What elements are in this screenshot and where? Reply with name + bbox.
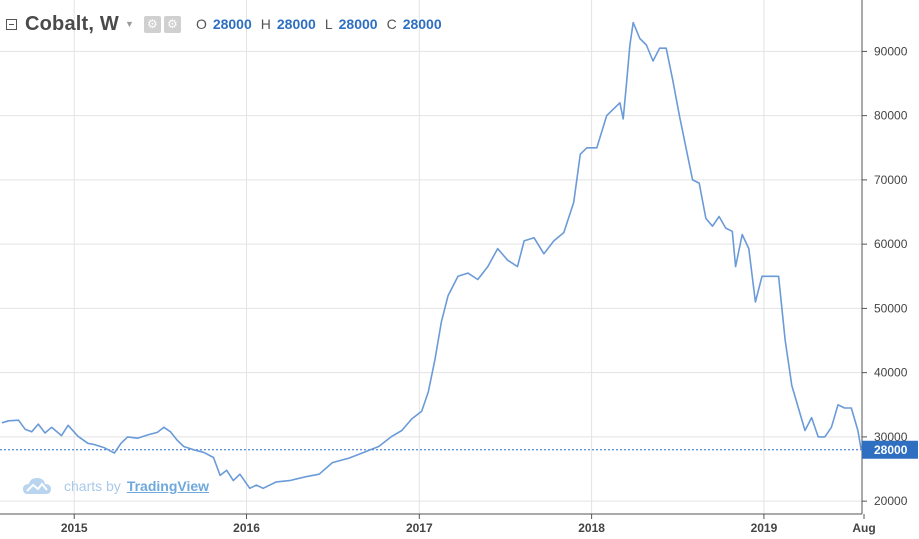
close-key: C <box>386 16 397 32</box>
ohlc-values: O 28000 H 28000 L 28000 C 28000 <box>196 16 445 32</box>
price-axis[interactable]: 20000 30000 40000 50000 60000 70000 80000 90000 <box>862 44 908 508</box>
x-tick-label: Aug <box>852 521 875 535</box>
x-tick-label: 2018 <box>578 521 605 535</box>
y-tick-label: 20000 <box>874 494 908 508</box>
y-tick-label: 90000 <box>874 44 908 58</box>
time-axis[interactable]: 2015 2016 2017 2018 2019 Aug <box>61 514 876 535</box>
last-price-box <box>862 440 918 459</box>
chevron-down-icon[interactable]: ▼ <box>125 19 134 29</box>
x-tick-label: 2016 <box>233 521 260 535</box>
close-value: 28000 <box>402 16 442 32</box>
tradingview-link[interactable]: TradingView <box>126 478 210 494</box>
branding-prefix: charts by <box>64 478 121 494</box>
last-price-tag: 28000 <box>862 440 918 459</box>
open-value: 28000 <box>212 16 252 32</box>
y-tick-label: 80000 <box>874 109 908 123</box>
collapse-icon[interactable] <box>6 18 17 30</box>
legend: Cobalt, W ▼ ⚙ ⚙ O 28000 H 28000 L 28000 … <box>6 10 445 38</box>
x-tick-label: 2017 <box>406 521 433 535</box>
x-tick-label: 2019 <box>751 521 778 535</box>
tradingview-cloud-icon <box>23 478 51 494</box>
symbol-title[interactable]: Cobalt, W <box>25 12 120 35</box>
series-line <box>1 21 862 490</box>
y-tick-label: 50000 <box>874 301 908 315</box>
settings-icon[interactable]: ⚙ <box>143 15 161 33</box>
last-price-label: 28000 <box>874 443 908 457</box>
y-tick-label: 40000 <box>874 366 908 380</box>
branding[interactable]: charts by TradingView <box>22 476 209 496</box>
format-icon[interactable]: ⚙ <box>163 15 181 33</box>
y-tick-label: 60000 <box>874 237 908 251</box>
high-key: H <box>260 16 271 32</box>
low-value: 28000 <box>338 16 378 32</box>
x-tick-label: 2015 <box>61 521 88 535</box>
y-tick-label: 30000 <box>874 430 908 444</box>
y-tick-label: 70000 <box>874 173 908 187</box>
open-key: O <box>195 16 207 32</box>
high-value: 28000 <box>276 16 316 32</box>
low-key: L <box>324 16 333 32</box>
